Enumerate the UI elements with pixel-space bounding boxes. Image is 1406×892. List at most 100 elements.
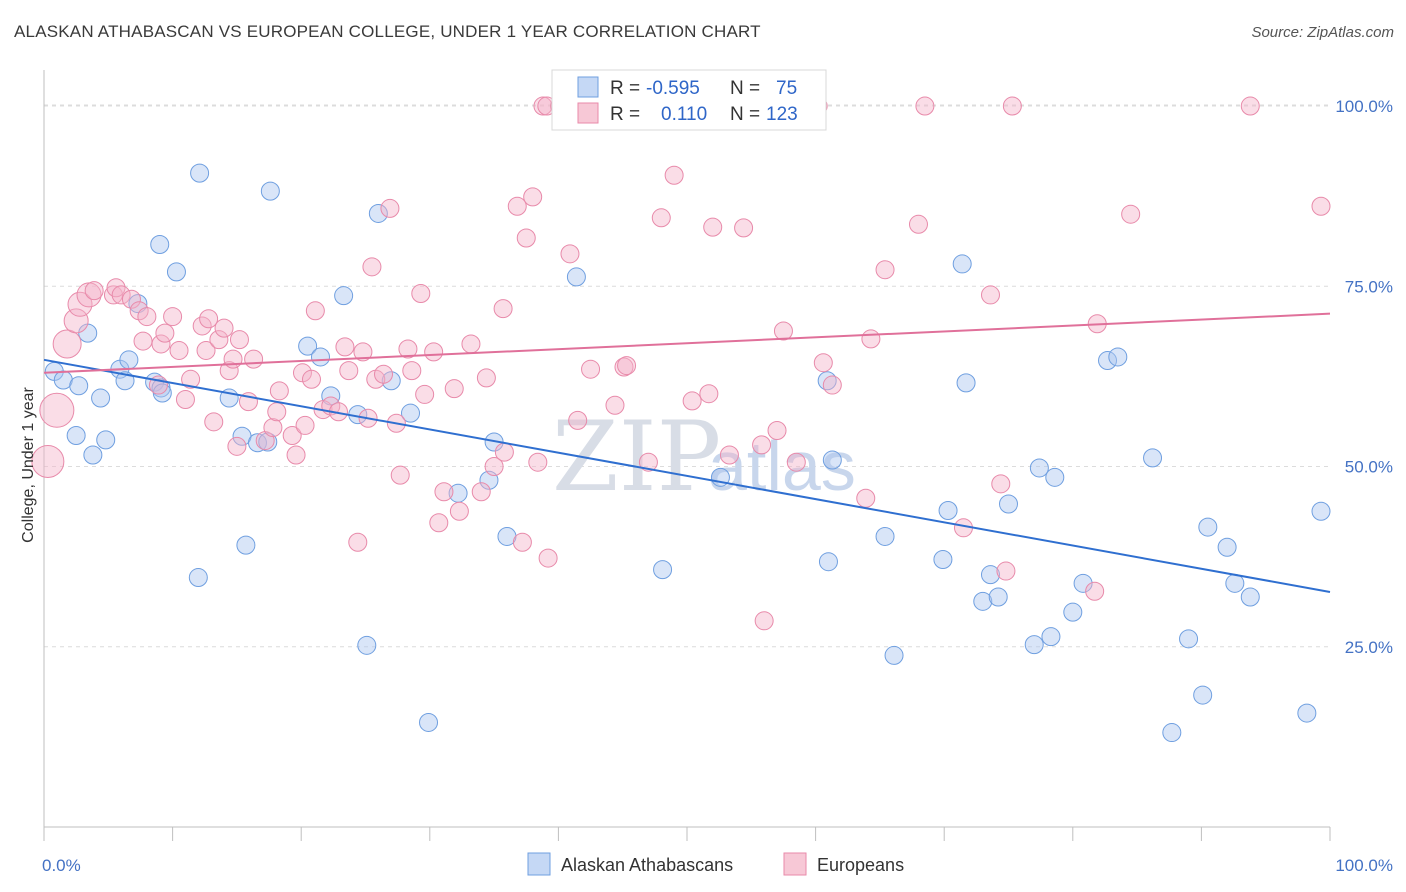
- data-point: [1240, 587, 1260, 607]
- data-point: [137, 307, 157, 327]
- data-point: [411, 283, 431, 303]
- data-point: [362, 257, 382, 277]
- data-point: [1297, 703, 1317, 723]
- data-point: [973, 591, 993, 611]
- data-point: [915, 96, 935, 116]
- chart-title: ALASKAN ATHABASCAN VS EUROPEAN COLLEGE, …: [14, 22, 761, 41]
- data-point: [96, 430, 116, 450]
- y-tick-label: 25.0%: [1345, 638, 1393, 657]
- legend-n-value-2: 123: [766, 104, 798, 125]
- data-point: [415, 384, 435, 404]
- data-point: [818, 552, 838, 572]
- y-tick-label: 75.0%: [1345, 277, 1393, 296]
- data-point: [1311, 501, 1331, 521]
- data-point: [204, 412, 224, 432]
- data-point: [1121, 204, 1141, 224]
- data-point: [786, 452, 806, 472]
- data-point: [84, 281, 104, 301]
- data-point: [1098, 351, 1118, 371]
- data-point: [67, 291, 93, 317]
- data-point: [424, 342, 444, 362]
- data-point: [988, 587, 1008, 607]
- data-point: [103, 285, 123, 305]
- data-point: [192, 316, 212, 336]
- data-point: [223, 349, 243, 369]
- data-point: [247, 433, 267, 453]
- data-point: [434, 482, 454, 502]
- data-point: [260, 181, 280, 201]
- data-point: [476, 368, 496, 388]
- y-tick-labels: 25.0% 50.0% 75.0% 100.0%: [1335, 97, 1393, 657]
- data-point: [507, 196, 527, 216]
- data-point: [129, 301, 149, 321]
- data-point: [952, 254, 972, 274]
- data-point: [282, 426, 302, 446]
- data-point: [653, 560, 673, 580]
- y-tick-label: 50.0%: [1345, 458, 1393, 477]
- data-point: [703, 217, 723, 237]
- data-point: [875, 260, 895, 280]
- data-point: [334, 286, 354, 306]
- data-point: [884, 645, 904, 665]
- data-point: [91, 388, 111, 408]
- legend-n-label-2: N =: [730, 104, 760, 125]
- data-point: [822, 450, 842, 470]
- data-point: [617, 356, 637, 376]
- data-point: [155, 323, 175, 343]
- data-point: [767, 420, 787, 440]
- legend-n-label-1: N =: [730, 78, 760, 99]
- data-point: [875, 526, 895, 546]
- data-point: [301, 369, 321, 389]
- data-point: [605, 395, 625, 415]
- data-point: [121, 289, 141, 309]
- y-axis-title: College, Under 1 year: [20, 387, 37, 543]
- data-point: [133, 331, 153, 351]
- data-point: [1002, 96, 1022, 116]
- data-point: [512, 532, 532, 552]
- legend-n-value-1: 75: [776, 78, 797, 99]
- bottom-legend-swatch-athabascan: [527, 852, 551, 876]
- data-point: [295, 415, 315, 435]
- data-point: [163, 307, 183, 327]
- data-point: [856, 488, 876, 508]
- data-point: [227, 436, 247, 456]
- data-point: [773, 321, 793, 341]
- data-point: [516, 228, 536, 248]
- data-point: [196, 340, 216, 360]
- data-point: [813, 353, 833, 373]
- data-point: [754, 611, 774, 631]
- y-tick-label: 100.0%: [1335, 97, 1393, 116]
- watermark-atlas: atlas: [708, 427, 856, 505]
- data-point: [335, 337, 355, 357]
- data-point: [66, 426, 86, 446]
- data-point: [190, 163, 210, 183]
- data-point: [996, 561, 1016, 581]
- data-point: [39, 392, 75, 428]
- data-point: [305, 301, 325, 321]
- data-point: [381, 371, 401, 391]
- data-point: [528, 452, 548, 472]
- data-point: [991, 474, 1011, 494]
- data-point: [348, 532, 368, 552]
- data-point: [1108, 347, 1128, 367]
- data-point: [1179, 629, 1199, 649]
- data-point: [719, 445, 739, 465]
- data-point: [219, 361, 239, 381]
- data-point: [31, 444, 65, 478]
- data-point: [380, 198, 400, 218]
- data-point: [581, 359, 601, 379]
- axes: [43, 70, 1331, 841]
- data-point: [752, 435, 772, 455]
- data-point: [269, 381, 289, 401]
- data-point: [357, 635, 377, 655]
- legend-r-label-1: R =: [610, 78, 640, 99]
- data-point: [1041, 627, 1061, 647]
- data-point: [111, 285, 131, 305]
- data-point: [263, 418, 283, 438]
- data-point: [69, 376, 89, 396]
- data-point: [199, 309, 219, 329]
- data-point: [638, 452, 658, 472]
- data-point: [471, 482, 491, 502]
- data-point: [188, 568, 208, 588]
